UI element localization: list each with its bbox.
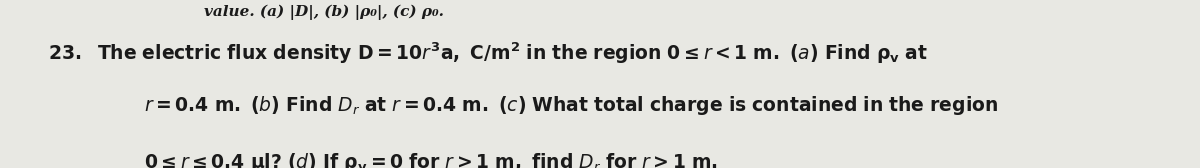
Text: $\mathbf{0 \leq }r\mathbf{\leq 0.4\ \mu l?\ (}d\mathbf{)\ If\ \rho_v = 0\ for\ }: $\mathbf{0 \leq }r\mathbf{\leq 0.4\ \mu … [144,151,718,168]
Text: value. (a) |D|, (b) |ρ₀|, (c) ρ₀.: value. (a) |D|, (b) |ρ₀|, (c) ρ₀. [204,5,444,20]
Text: $\mathbf{23.\ \ The\ electric\ flux\ density\ D = 10}r^\mathbf{3}\mathbf{a,\ C/m: $\mathbf{23.\ \ The\ electric\ flux\ den… [48,40,928,66]
Text: $r\mathbf{= 0.4\ m.\ (}b\mathbf{)\ Find\ }D_r\mathbf{\ at\ }r\mathbf{= 0.4\ m.\ : $r\mathbf{= 0.4\ m.\ (}b\mathbf{)\ Find\… [144,94,998,117]
